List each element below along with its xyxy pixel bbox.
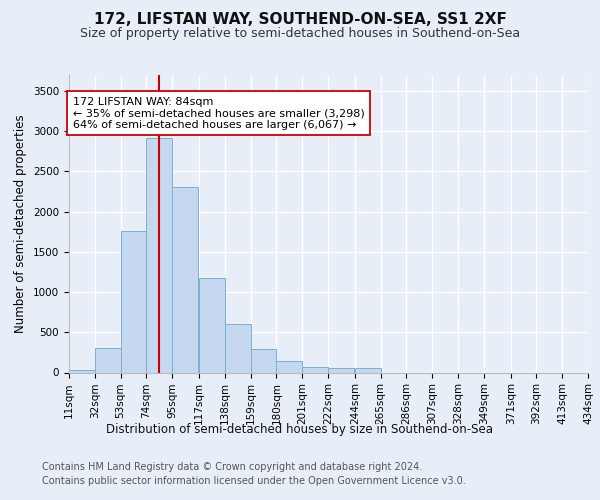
Text: Distribution of semi-detached houses by size in Southend-on-Sea: Distribution of semi-detached houses by … bbox=[107, 422, 493, 436]
Bar bbox=[121, 231, 146, 372]
Bar bbox=[172, 187, 198, 372]
Bar bbox=[199, 278, 225, 372]
Text: Size of property relative to semi-detached houses in Southend-on-Sea: Size of property relative to semi-detach… bbox=[80, 28, 520, 40]
Text: Contains public sector information licensed under the Open Government Licence v3: Contains public sector information licen… bbox=[42, 476, 466, 486]
Bar bbox=[95, 348, 121, 372]
Bar bbox=[225, 324, 251, 372]
Bar bbox=[146, 138, 172, 372]
Bar bbox=[355, 368, 380, 372]
Text: Contains HM Land Registry data © Crown copyright and database right 2024.: Contains HM Land Registry data © Crown c… bbox=[42, 462, 422, 472]
Bar bbox=[69, 370, 95, 372]
Y-axis label: Number of semi-detached properties: Number of semi-detached properties bbox=[14, 114, 28, 333]
Bar bbox=[251, 349, 277, 372]
Text: 172, LIFSTAN WAY, SOUTHEND-ON-SEA, SS1 2XF: 172, LIFSTAN WAY, SOUTHEND-ON-SEA, SS1 2… bbox=[94, 12, 506, 28]
Bar bbox=[328, 368, 353, 372]
Bar bbox=[302, 367, 328, 372]
Bar bbox=[277, 361, 302, 372]
Text: 172 LIFSTAN WAY: 84sqm
← 35% of semi-detached houses are smaller (3,298)
64% of : 172 LIFSTAN WAY: 84sqm ← 35% of semi-det… bbox=[73, 96, 364, 130]
